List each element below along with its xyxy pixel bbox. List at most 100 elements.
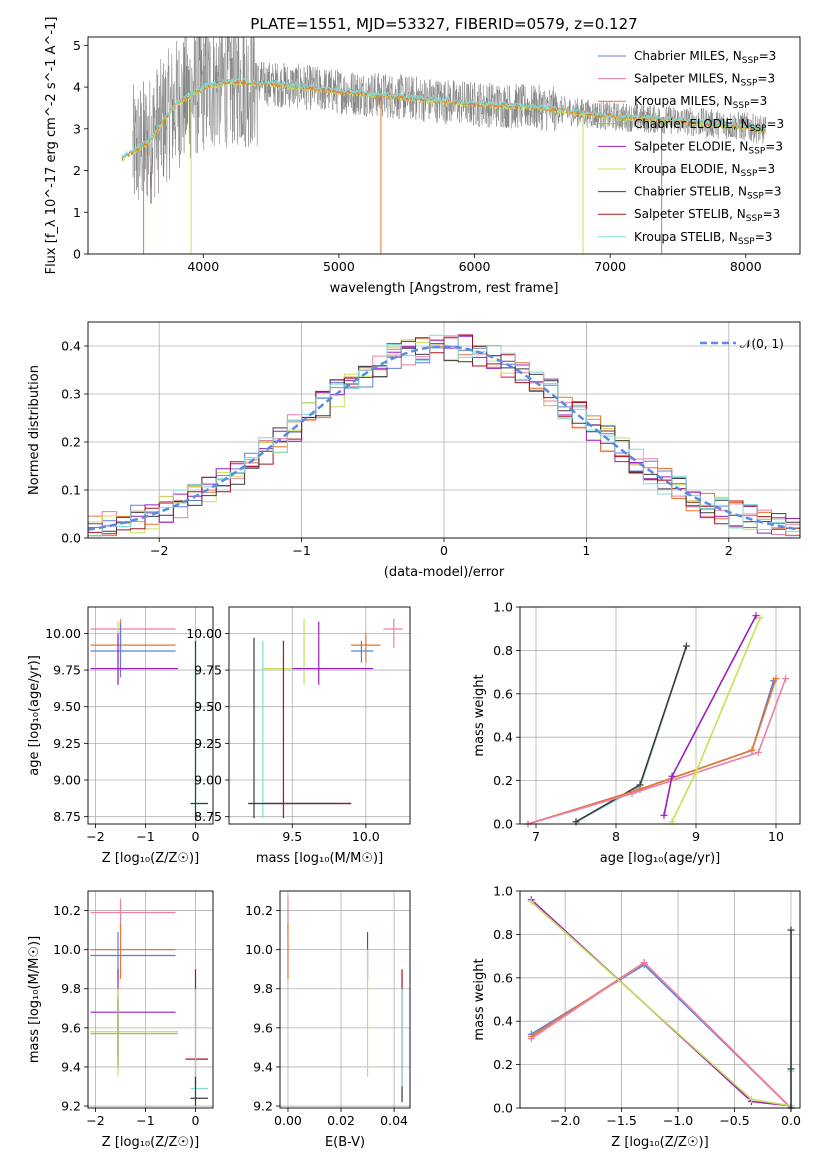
errorbar-point bbox=[90, 969, 176, 1058]
legend-label: Salpeter STELIB, NSSP=3 bbox=[634, 207, 780, 224]
residuals-legend: 𝒩(0, 1) bbox=[700, 337, 784, 351]
y-tick-label: 9.8 bbox=[253, 981, 273, 996]
y-tick-label: 0.4 bbox=[61, 339, 81, 354]
star-marker bbox=[756, 614, 764, 622]
mass-weight-line bbox=[663, 615, 757, 816]
mass-weight-line bbox=[575, 645, 688, 823]
mass-vs-ebv-panel: 0.00 0.02 0.04 9.2 9.4 9.6 9.8 10.0 10.2 E(B-V) bbox=[245, 890, 411, 1150]
y-tick-label: 10.0 bbox=[53, 942, 81, 957]
y-tick-label: 9.6 bbox=[253, 1020, 273, 1035]
y-axis-label: mass [log₁₀(M/M☉)] bbox=[27, 936, 42, 1063]
y-tick-label: 9.6 bbox=[61, 1020, 81, 1035]
y-tick-label: 8.75 bbox=[53, 809, 81, 824]
mass-weight-line bbox=[530, 899, 792, 1107]
y-tick-label: 0.4 bbox=[493, 730, 513, 745]
x-tick-label: 0.00 bbox=[274, 1113, 302, 1128]
y-tick-label: 2 bbox=[73, 163, 81, 178]
x-tick-label: 7000 bbox=[594, 259, 626, 274]
star-marker bbox=[527, 898, 535, 906]
y-tick-label: 10.00 bbox=[45, 626, 81, 641]
y-tick-label: 5 bbox=[73, 38, 81, 53]
x-axis-label: Z [log₁₀(Z/Z☉)] bbox=[102, 851, 199, 866]
errorbar-point bbox=[90, 924, 176, 979]
legend-label: Salpeter MILES, NSSP=3 bbox=[634, 72, 775, 89]
star-marker bbox=[787, 926, 795, 934]
legend-label: Kroupa ELODIE, NSSP=3 bbox=[634, 162, 775, 179]
axes-frame bbox=[87, 606, 214, 825]
y-tick-label: 0 bbox=[73, 247, 81, 262]
errorbar-point bbox=[262, 618, 352, 685]
axes-frame bbox=[87, 890, 214, 1109]
x-tick-label: 10 bbox=[768, 829, 784, 844]
x-tick-label: 0.04 bbox=[380, 1113, 408, 1128]
mass-weight-line bbox=[530, 963, 792, 1109]
x-tick-label: 0 bbox=[440, 543, 448, 558]
age-vs-mass-panel: 9.5 10.0 8.75 9.00 9.25 9.50 9.75 10.00 mass [lo… bbox=[186, 606, 411, 866]
errorbar-point bbox=[90, 633, 178, 685]
y-tick-label: 0.1 bbox=[61, 483, 81, 498]
x-axis-label: Z [log₁₀(Z/Z☉)] bbox=[102, 1135, 199, 1150]
x-axis-label: (data-model)/error bbox=[384, 565, 505, 580]
errorbar-point bbox=[90, 621, 176, 663]
errorbar-point bbox=[190, 640, 208, 819]
normal-distribution-curve bbox=[87, 345, 801, 531]
y-tick-label: 9.8 bbox=[61, 981, 81, 996]
star-marker bbox=[782, 675, 790, 683]
y-tick-label: 1.0 bbox=[493, 884, 513, 899]
x-tick-label: 0.0 bbox=[781, 1113, 801, 1128]
mass-weight-line bbox=[530, 961, 792, 1109]
star-marker bbox=[628, 790, 636, 798]
x-axis-label: Z [log₁₀(Z/Z☉)] bbox=[611, 1135, 708, 1150]
y-tick-label: 1.0 bbox=[493, 600, 513, 615]
mass-weight-line bbox=[575, 645, 688, 823]
age-vs-z-panel: −2 −1 0 8.75 9.00 9.25 9.50 9.75 10.00 Z [log₁₀(Z… bbox=[27, 606, 214, 866]
axes-frame bbox=[228, 606, 411, 825]
x-tick-label: −1 bbox=[136, 829, 154, 844]
x-tick-label: −2 bbox=[150, 543, 168, 558]
y-tick-label: 0.0 bbox=[493, 1101, 513, 1116]
errorbar-point bbox=[190, 988, 208, 1107]
errorbar-point bbox=[292, 621, 374, 685]
star-marker bbox=[752, 612, 760, 620]
y-tick-label: 0.2 bbox=[493, 773, 513, 788]
x-tick-label: −2.0 bbox=[550, 1113, 580, 1128]
x-tick-label: 1 bbox=[582, 543, 590, 558]
errorbar-point bbox=[351, 640, 374, 663]
figure-title: PLATE=1551, MJD=53327, FIBERID=0579, z=0… bbox=[250, 15, 637, 33]
x-tick-label: −1.0 bbox=[663, 1113, 693, 1128]
y-tick-label: 9.00 bbox=[194, 773, 222, 788]
errorbar-point bbox=[248, 637, 352, 819]
legend-label: Salpeter ELODIE, NSSP=3 bbox=[634, 139, 783, 156]
x-axis-label: E(B-V) bbox=[325, 1135, 365, 1150]
histogram-step-line bbox=[88, 334, 800, 537]
y-tick-label: 10.0 bbox=[245, 942, 273, 957]
errorbar-point bbox=[90, 988, 178, 1077]
y-tick-label: 4 bbox=[73, 80, 81, 95]
y-tick-label: 9.4 bbox=[253, 1059, 273, 1074]
errorbar-point bbox=[90, 898, 176, 931]
errorbar-point bbox=[351, 633, 381, 663]
y-tick-label: 9.50 bbox=[194, 699, 222, 714]
axes-frame bbox=[279, 890, 411, 1109]
x-tick-label: 2 bbox=[725, 543, 733, 558]
star-marker bbox=[748, 746, 756, 754]
x-tick-label: −1 bbox=[136, 1113, 154, 1128]
x-tick-label: 9.5 bbox=[282, 829, 302, 844]
x-tick-label: 0.02 bbox=[327, 1113, 355, 1128]
y-axis-label: Normed distribution bbox=[27, 365, 42, 495]
spectrum-panel: 4000 5000 6000 7000 8000 0 1 2 3 4 5 wavelength [An… bbox=[44, 17, 801, 296]
mass-weight-line bbox=[530, 901, 792, 1107]
x-axis-label: wavelength [Angstrom, rest frame] bbox=[330, 281, 559, 296]
errorbar-point bbox=[90, 621, 178, 685]
errorbar-point bbox=[262, 640, 352, 819]
mass-weight-line bbox=[530, 961, 792, 1109]
axes-frame bbox=[87, 321, 801, 539]
legend-label: Chabrier MILES, NSSP=3 bbox=[634, 49, 776, 66]
x-tick-label: −1.5 bbox=[606, 1113, 636, 1128]
axes-frame bbox=[519, 890, 801, 1109]
star-marker bbox=[692, 768, 700, 776]
errorbar-point bbox=[90, 932, 176, 979]
spectrum-plot-area bbox=[121, 37, 767, 254]
y-tick-label: 0.3 bbox=[61, 387, 81, 402]
